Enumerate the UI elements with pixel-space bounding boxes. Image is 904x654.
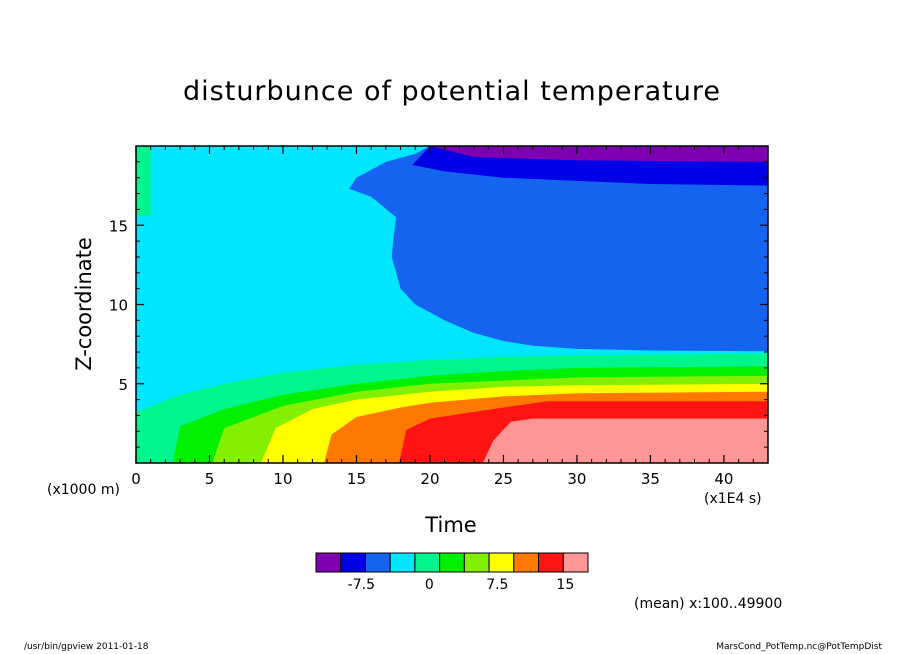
x-tick-label: 40	[714, 470, 733, 488]
footer-source: MarsCond_PotTemp.nc@PotTempDist	[716, 642, 882, 652]
x-tick-label: 35	[641, 470, 660, 488]
chart-title: disturbunce of potential temperature	[183, 76, 721, 107]
plot-area: 0 5 10 15 20 25 30 35 40 5 10 15	[109, 145, 769, 488]
x-unit-label: (x1E4 s)	[704, 491, 762, 507]
region-level-10	[482, 418, 768, 463]
y-unit-label: (x1000 m)	[47, 482, 120, 498]
colorbar-swatch	[463, 552, 490, 573]
y-tick-label: 10	[109, 297, 128, 315]
x-tick-label: 30	[567, 470, 586, 488]
x-tick-label: 25	[494, 470, 513, 488]
x-axis-label: Time	[425, 513, 477, 537]
x-tick-label: 5	[205, 470, 215, 488]
y-tick-label: 15	[109, 217, 128, 235]
colorbar-swatch	[315, 552, 342, 573]
colorbar-tick-label: 15	[556, 577, 574, 593]
colorbar-swatch	[389, 552, 416, 573]
colorbar-tick-label: -7.5	[348, 577, 375, 593]
region-left-strip	[136, 146, 151, 216]
y-axis-label: Z-coordinate	[72, 237, 96, 371]
x-tick-label: 20	[420, 470, 439, 488]
colorbar-swatch	[439, 552, 465, 573]
colorbar-tick-label: 0	[425, 577, 434, 593]
x-tick-label: 10	[273, 470, 292, 488]
colorbar-swatch	[538, 552, 564, 573]
y-tick-label: 5	[118, 376, 128, 394]
colorbar-swatch	[488, 552, 515, 573]
colorbar-swatch	[513, 552, 540, 573]
footer-program: /usr/bin/gpview 2011-01-18	[24, 642, 149, 652]
x-tick-label: 0	[131, 470, 141, 488]
region-level-2	[349, 146, 768, 352]
colorbar-swatch	[562, 552, 589, 573]
colorbar-tick-label: 7.5	[486, 577, 508, 593]
colorbar-swatch	[364, 552, 391, 573]
mean-annotation: (mean) x:100..49900	[634, 596, 783, 612]
colorbar: -7.5 0 7.5 15	[315, 552, 589, 593]
colorbar-swatch	[414, 552, 441, 573]
x-tick-label: 15	[347, 470, 366, 488]
colorbar-swatch	[340, 552, 366, 573]
region-level-0	[430, 146, 768, 162]
